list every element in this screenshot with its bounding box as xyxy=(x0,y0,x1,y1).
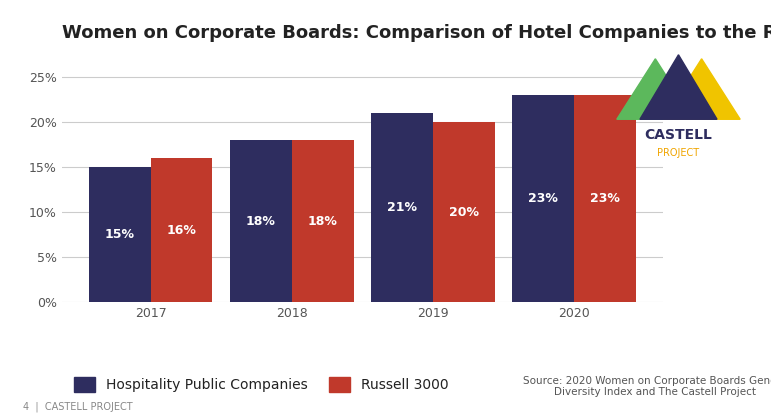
Bar xyxy=(371,113,433,302)
Polygon shape xyxy=(640,55,717,119)
Bar xyxy=(512,95,574,302)
Text: 23%: 23% xyxy=(528,192,558,205)
Text: 23%: 23% xyxy=(590,192,620,205)
Bar xyxy=(574,95,636,302)
Bar xyxy=(89,167,151,302)
Text: 16%: 16% xyxy=(167,224,197,237)
Text: 4  |  CASTELL PROJECT: 4 | CASTELL PROJECT xyxy=(23,401,133,412)
Bar xyxy=(151,158,213,302)
Legend: Hospitality Public Companies, Russell 3000: Hospitality Public Companies, Russell 30… xyxy=(69,372,454,398)
Text: 15%: 15% xyxy=(105,228,135,241)
Bar xyxy=(292,140,354,302)
Text: Source: 2020 Women on Corporate Boards Gender
Diversity Index and The Castell Pr: Source: 2020 Women on Corporate Boards G… xyxy=(523,375,771,397)
Bar xyxy=(433,122,495,302)
Text: 18%: 18% xyxy=(246,215,276,228)
Polygon shape xyxy=(663,59,740,119)
Text: PROJECT: PROJECT xyxy=(658,148,699,158)
Text: 20%: 20% xyxy=(449,206,479,219)
Text: 18%: 18% xyxy=(308,215,338,228)
Polygon shape xyxy=(617,59,694,119)
Text: Women on Corporate Boards: Comparison of Hotel Companies to the Russell 3000: Women on Corporate Boards: Comparison of… xyxy=(62,24,771,42)
Text: 21%: 21% xyxy=(387,201,417,214)
Text: CASTELL: CASTELL xyxy=(645,129,712,142)
Bar xyxy=(230,140,292,302)
